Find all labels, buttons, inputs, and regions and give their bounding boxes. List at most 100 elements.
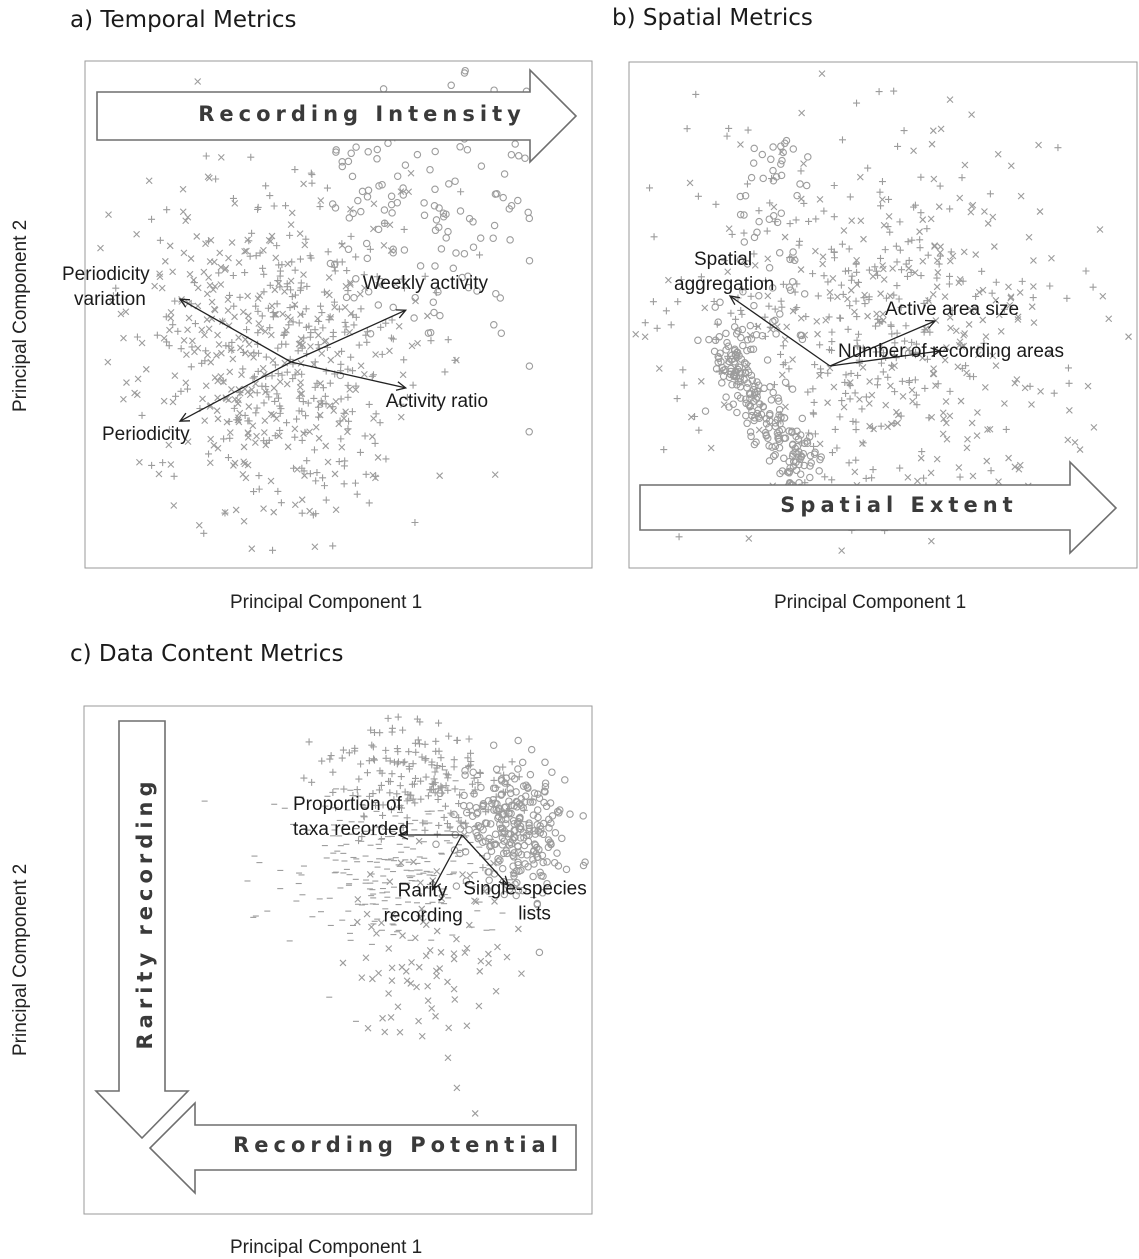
panel-c-point [403,814,411,822]
panel-a-point [506,236,514,244]
panel-b-point [874,271,882,279]
panel-b-point [868,391,876,399]
panel-c-point [468,812,477,820]
panel-c-point [469,768,477,777]
panel-a-point [463,145,472,154]
panel-c-point [465,762,473,770]
panel-b-point [952,327,960,335]
panel-b-point [851,468,859,476]
panel-a-point [306,333,314,341]
panel-a-point [218,349,225,357]
panel-a-point [362,239,371,248]
panel-a-point [214,444,222,452]
panel-c-point [390,796,398,804]
panel-b-point [876,319,884,327]
panel-b-point [780,454,788,463]
panel-b-point [824,399,831,407]
panel-b-point [762,277,770,285]
panel-a-point [344,428,351,436]
panel-c-point [368,923,375,931]
panel-b-point [946,205,954,213]
panel-c-point [541,779,550,787]
panel-a-point [356,448,364,456]
panel-a-point [260,246,267,254]
panel-b-point [769,212,778,220]
panel-a-point [327,314,335,321]
panel-a-point [352,143,360,151]
panel-a-point [299,310,307,318]
panel-c-xlabel: Principal Component 1 [230,1237,423,1258]
panel-b-point [819,260,827,268]
panel-b-point [979,286,987,294]
panel-c-point [377,781,385,789]
panel-a-point [362,470,370,478]
panel-a-point [304,399,312,407]
panel-c-point [500,890,509,899]
panel-b-point [872,348,880,356]
panel-c-point [386,757,394,765]
panel-c-point [378,919,385,927]
panel-b-point [875,88,883,96]
panel-c-point [461,771,469,779]
panel-b-point [786,286,795,294]
panel-c-point [471,1110,479,1117]
panel-b-point [908,236,916,244]
panel-a-point [225,254,232,262]
panel-a-point [363,338,371,346]
panel-c-point [327,752,335,760]
panel-a-point [347,149,355,158]
panel-a-point [160,334,168,342]
panel-b-point [830,383,838,391]
panel-a-point [184,213,192,221]
panel-c-point [472,898,480,906]
panel-a-point [395,322,403,330]
panel-a-point [171,297,179,305]
panel-a-point [300,430,307,437]
panel-b-point [800,290,809,298]
panel-b-point [733,408,741,417]
panel-b-point [822,316,830,324]
panel-b-point [662,307,670,315]
panel-a-point [452,249,460,257]
panel-a-point [258,382,266,390]
panel-b-point [895,295,903,303]
panel-b-point [789,356,796,363]
panel-a-point [431,226,440,235]
panel-c-point [415,963,423,971]
panel-b-point [904,346,912,353]
panel-a-point [366,245,374,253]
panel-b-point [974,351,982,359]
panel-b-point [865,296,873,304]
rarity-recording-arrow: Rarity recording [94,720,190,1140]
panel-a-point [319,474,327,482]
panel-b-point [901,337,909,345]
panel-c-point [435,821,443,829]
panel-a-point [344,245,353,254]
panel-b-point [1065,379,1073,387]
panel-a-point [424,312,431,320]
panel-a-point [273,390,281,398]
panel-c-point [428,758,436,766]
panel-c-point [514,858,522,867]
panel-a-point [349,209,357,218]
panel-b-point [894,142,902,150]
panel-a-point [210,258,218,266]
panel-b-point [852,297,860,305]
panel-c-point [432,967,440,975]
panel-b-point [929,290,937,298]
panel-c-point [498,834,507,842]
panel-c-point [382,754,390,762]
panel-a-point [431,262,439,270]
panel-b-point [797,331,806,340]
panel-a-point [350,293,358,302]
panel-c-point [450,950,458,957]
panel-c-point [497,775,506,783]
panel-a-point [308,179,316,187]
panel-a-point [255,472,263,480]
panel-a-point [338,347,346,355]
panel-b-point [1063,294,1071,302]
loading-vector-line [179,298,292,363]
panel-b-point [751,388,759,397]
panel-b-point [1064,364,1072,372]
panel-b-point [946,257,954,265]
